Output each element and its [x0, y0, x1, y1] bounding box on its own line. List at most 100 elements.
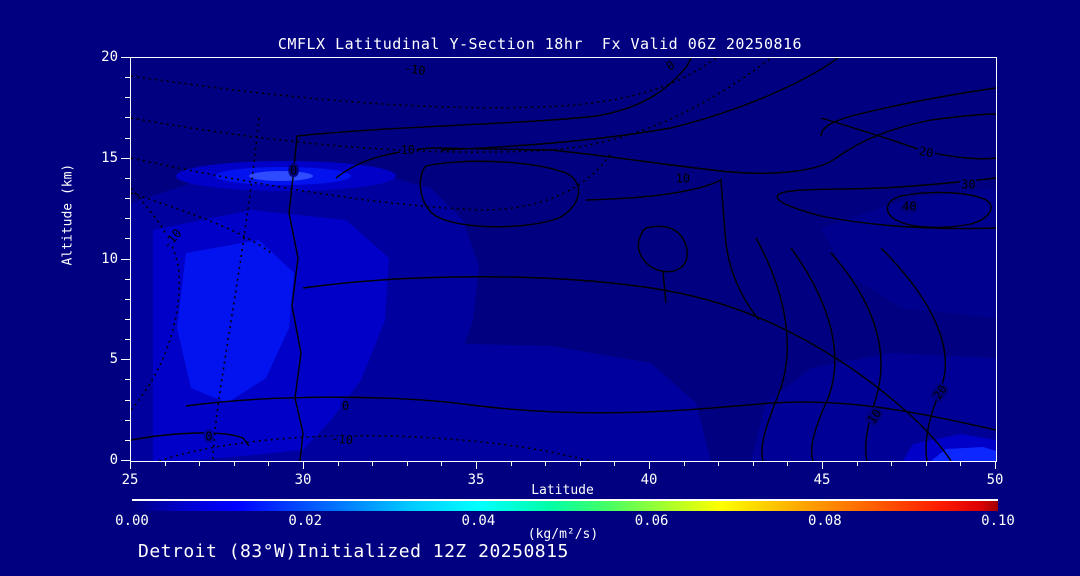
- y-major-tick: [121, 57, 130, 58]
- plot-area: -10 0 0 10 10 -10 0 0 -10 20 30 40 10 20: [130, 57, 997, 462]
- x-axis-title: Latitude: [531, 483, 594, 498]
- contour-label: 0: [290, 163, 297, 177]
- contour-line: [585, 178, 760, 321]
- contour-label: 30: [961, 177, 975, 191]
- contour-fill-level-1: [821, 188, 996, 318]
- contour-line-bundle: [830, 252, 882, 461]
- colorbar-tick-labels: 0.00 0.02 0.04 0.06 0.08 0.10: [115, 513, 1015, 529]
- y-minor-tick: [125, 177, 130, 179]
- contour-label: 10: [401, 143, 415, 157]
- y-minor-tick: [125, 97, 130, 99]
- contour-label: -10: [403, 61, 426, 78]
- x-axis: 25 30 35 40 45 50: [122, 461, 1003, 488]
- y-major-tick: [121, 359, 130, 361]
- y-minor-tick: [125, 379, 130, 381]
- x-minor-tick: [545, 461, 547, 466]
- contour-label: 40: [902, 200, 916, 214]
- x-tick-label: 25: [121, 472, 139, 488]
- contour-label: 20: [918, 144, 935, 160]
- y-minor-tick: [125, 117, 130, 119]
- station-init-label: Detroit (83°W)Initialized 12Z 20250815: [138, 541, 569, 562]
- x-minor-tick: [683, 461, 685, 466]
- colorbar-tick-label: 0.00: [115, 513, 149, 529]
- y-axis: 0 5 10 15 20: [101, 49, 130, 468]
- colorbar-tick-label: 0.08: [807, 513, 842, 529]
- contour-fill-level-3: [931, 447, 996, 461]
- x-minor-tick: [752, 461, 754, 466]
- y-minor-tick: [125, 318, 130, 320]
- contour-line-small-loop: [637, 225, 688, 304]
- contour-lines-negative: [131, 58, 772, 461]
- y-minor-tick: [125, 298, 130, 300]
- y-tick-label: 10: [101, 250, 118, 267]
- x-minor-tick: [233, 461, 235, 466]
- contour-line-zero-bottom-left: [131, 432, 250, 447]
- x-minor-tick: [510, 461, 512, 466]
- y-major-tick: [121, 157, 130, 159]
- contour-line-dotted: [131, 192, 272, 254]
- x-major-tick: [130, 461, 131, 469]
- x-major-tick: [995, 461, 996, 469]
- y-minor-tick: [125, 137, 130, 139]
- contour-label: 10: [676, 171, 690, 185]
- y-tick-label: 20: [101, 49, 118, 65]
- x-minor-tick: [268, 461, 270, 466]
- contour-label: -10: [331, 431, 354, 447]
- x-major-tick: [649, 461, 650, 469]
- x-minor-tick: [856, 461, 858, 466]
- x-major-tick: [303, 461, 304, 469]
- y-axis-title: Altitude (km): [60, 163, 76, 266]
- y-tick-label: 5: [109, 351, 118, 368]
- x-major-tick: [476, 461, 477, 469]
- y-major-tick: [121, 258, 130, 260]
- x-minor-tick: [787, 461, 789, 466]
- y-minor-tick: [125, 339, 130, 341]
- contour-line-zero-bottom: [185, 396, 996, 431]
- contour-line-long-mid: [302, 276, 952, 461]
- x-minor-tick: [164, 461, 166, 466]
- contour-line-30: [776, 177, 996, 230]
- colorbar-tick-label: 0.10: [981, 513, 1015, 529]
- x-minor-tick: [614, 461, 616, 466]
- y-minor-tick: [125, 439, 130, 441]
- y-minor-tick: [125, 198, 130, 199]
- contour-line-20: [820, 117, 996, 160]
- y-tick-label: 0: [109, 452, 118, 468]
- y-major-tick: [121, 460, 130, 461]
- contour-line: [440, 58, 839, 151]
- contour-fill-level-3: [177, 240, 294, 403]
- x-minor-tick: [925, 461, 927, 466]
- contour-line-10-band: [335, 113, 996, 179]
- colorbar-unit-label: (kg/m²/s): [527, 527, 599, 542]
- y-minor-tick: [125, 278, 130, 280]
- contour-line-zero-vertical: [288, 135, 304, 461]
- x-minor-tick: [441, 461, 443, 466]
- y-minor-tick: [125, 77, 130, 79]
- y-minor-tick: [125, 419, 130, 421]
- contour-line-dotted: [212, 117, 260, 461]
- contour-line-zero-upper: [296, 58, 692, 137]
- contour-line-inner-oval: [419, 160, 580, 228]
- x-minor-tick: [891, 461, 893, 466]
- contour-fill-level-1: [301, 343, 711, 461]
- y-minor-tick: [125, 399, 130, 401]
- x-minor-tick: [372, 461, 374, 466]
- contour-line-top-right: [820, 87, 996, 137]
- y-minor-tick: [125, 218, 130, 220]
- contour-line-dotted: [131, 58, 717, 109]
- contour-line-dotted: [131, 152, 612, 211]
- contour-lines-positive: [131, 58, 996, 461]
- x-tick-label: 45: [813, 472, 831, 488]
- y-minor-tick: [125, 238, 130, 240]
- contour-label: 0: [205, 429, 212, 443]
- x-tick-label: 30: [294, 472, 312, 488]
- chart-title: CMFLX Latitudinal Y-Section 18hr Fx Vali…: [277, 35, 803, 53]
- x-minor-tick: [199, 461, 201, 466]
- colorbar-tick-label: 0.04: [461, 513, 496, 529]
- x-tick-label: 35: [467, 472, 485, 488]
- contour-fills: [131, 161, 996, 461]
- y-tick-label: 15: [101, 149, 118, 166]
